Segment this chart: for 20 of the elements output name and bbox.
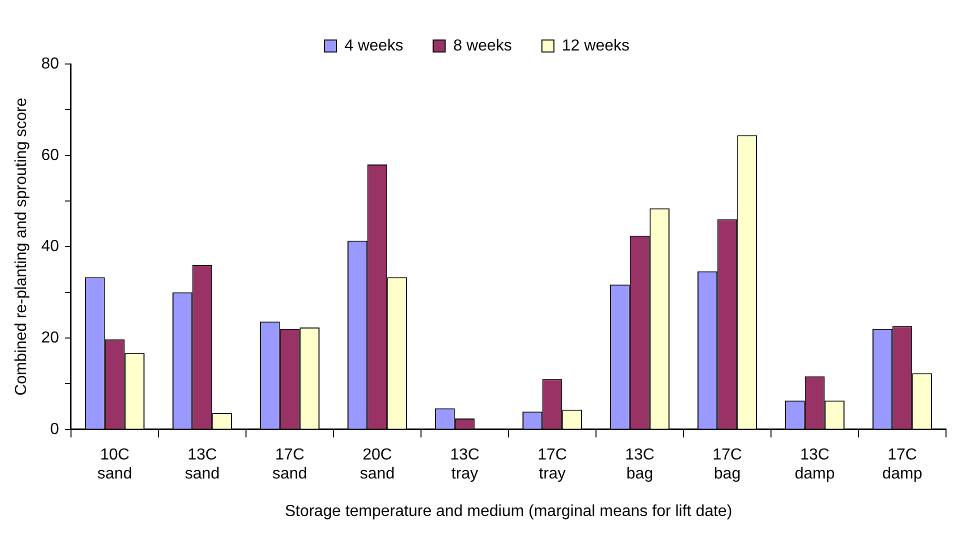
x-tick-label: 17C sand (272, 446, 308, 483)
y-tick-label: 20 (41, 329, 60, 346)
x-tick-label: 17C bag (712, 446, 742, 483)
x-tick-label: 13C sand (184, 446, 220, 483)
x-tick-label: 10C sand (97, 446, 132, 483)
x-axis-title: Storage temperature and medium (marginal means for lift date) (284, 502, 732, 520)
y-tick-label: 0 (50, 420, 60, 438)
x-tick-label: 17C tray (538, 446, 567, 483)
x-tick-label: 13C bag (625, 446, 654, 483)
x-tick-label: 13C tray (450, 446, 480, 483)
x-tick-label: 13C damp (794, 446, 835, 483)
y-tick-label: 60 (41, 146, 60, 164)
legend-label: 8 weeks (453, 37, 512, 54)
x-tick-label: 17C damp (882, 446, 922, 483)
y-tick-label: 80 (41, 55, 60, 72)
x-tick-label: 20C sand (360, 446, 395, 483)
legend-label: 12 weeks (562, 37, 630, 54)
y-axis-title: Combined re-planting and sprouting score (13, 98, 30, 396)
legend-label: 4 weeks (344, 37, 404, 54)
y-tick-label: 40 (41, 238, 60, 256)
